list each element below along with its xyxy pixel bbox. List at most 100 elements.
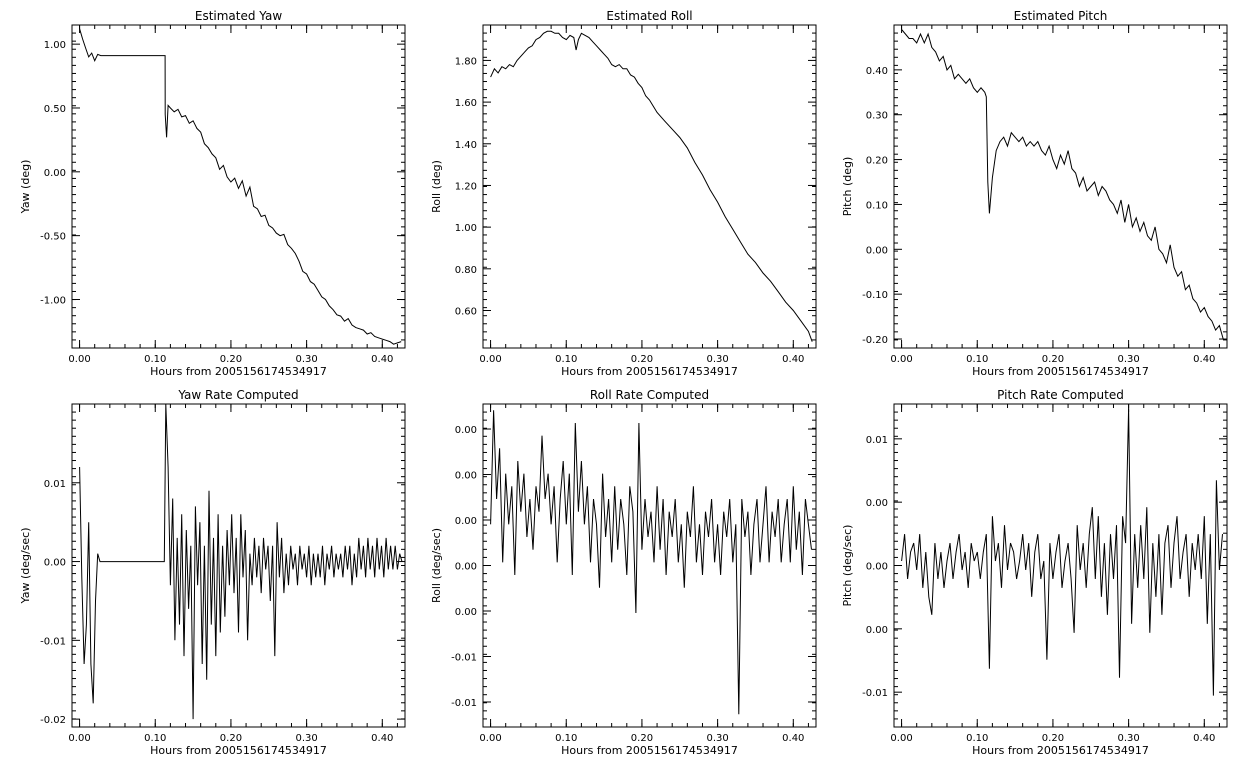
series-line bbox=[79, 28, 402, 345]
x-tick-label: 0.20 bbox=[1042, 733, 1064, 744]
x-tick-label: 0.30 bbox=[1117, 354, 1139, 365]
y-tick-label: 0.00 bbox=[866, 245, 888, 256]
plot-area bbox=[71, 24, 406, 349]
plot-area bbox=[482, 24, 817, 349]
chart-panel: Roll Rate Computed Hours from 20051561745… bbox=[430, 388, 817, 757]
x-tick-label: 0.40 bbox=[371, 354, 393, 365]
x-tick-label: 0.20 bbox=[631, 354, 653, 365]
y-tick-label: 1.60 bbox=[455, 98, 477, 109]
series-line bbox=[490, 410, 812, 715]
chart-title: Roll Rate Computed bbox=[590, 388, 709, 402]
x-tick-label: 0.00 bbox=[68, 354, 90, 365]
x-axis-label: Hours from 2005156174534917 bbox=[972, 365, 1149, 378]
y-tick-label: 0.30 bbox=[866, 111, 888, 122]
plot-area bbox=[893, 24, 1228, 349]
y-tick-label: -0.01 bbox=[451, 652, 477, 663]
y-tick-label: 1.20 bbox=[455, 181, 477, 192]
y-tick-label: 0.00 bbox=[455, 607, 477, 618]
x-tick-label: 0.30 bbox=[1117, 733, 1139, 744]
x-axis-label: Hours from 2005156174534917 bbox=[150, 744, 327, 757]
y-axis-label: Roll (deg) bbox=[430, 160, 443, 213]
y-tick-label: 0.01 bbox=[866, 435, 888, 446]
y-tick-label: 0.00 bbox=[455, 425, 477, 436]
y-tick-label: -0.01 bbox=[40, 636, 66, 647]
x-tick-label: 0.20 bbox=[1042, 354, 1064, 365]
series-line bbox=[901, 408, 1223, 696]
y-tick-label: -0.50 bbox=[40, 232, 66, 243]
x-axis-label: Hours from 2005156174534917 bbox=[561, 365, 738, 378]
x-tick-label: 0.20 bbox=[220, 733, 242, 744]
y-tick-label: 0.01 bbox=[44, 479, 66, 490]
chart-panel: Estimated Yaw Hours from 2005156174534917… bbox=[19, 9, 406, 378]
x-tick-label: 0.40 bbox=[1193, 733, 1215, 744]
series-line bbox=[901, 29, 1224, 340]
y-axis-label: Pitch (deg) bbox=[841, 157, 854, 217]
x-tick-label: 0.00 bbox=[890, 733, 912, 744]
chart-title: Estimated Roll bbox=[606, 9, 692, 23]
x-tick-label: 0.30 bbox=[706, 354, 728, 365]
y-tick-label: 0.00 bbox=[44, 558, 66, 569]
x-tick-label: 0.10 bbox=[555, 733, 577, 744]
x-tick-label: 0.10 bbox=[966, 354, 988, 365]
x-tick-label: 0.10 bbox=[966, 733, 988, 744]
chart-panel: Estimated Roll Hours from 200515617453491… bbox=[430, 9, 817, 378]
y-tick-label: 0.00 bbox=[455, 562, 477, 573]
y-tick-label: 1.40 bbox=[455, 140, 477, 151]
series-line bbox=[79, 403, 403, 720]
x-tick-label: 0.30 bbox=[295, 733, 317, 744]
x-tick-label: 0.00 bbox=[68, 733, 90, 744]
x-tick-label: 0.00 bbox=[890, 354, 912, 365]
y-tick-label: -0.10 bbox=[862, 290, 888, 301]
plot-area bbox=[482, 403, 817, 728]
y-tick-label: 0.60 bbox=[455, 306, 477, 317]
x-tick-label: 0.10 bbox=[144, 354, 166, 365]
x-tick-label: 0.00 bbox=[479, 354, 501, 365]
series-line bbox=[490, 30, 813, 342]
x-tick-label: 0.30 bbox=[706, 733, 728, 744]
chart-title: Estimated Pitch bbox=[1014, 9, 1108, 23]
y-tick-label: -0.20 bbox=[862, 335, 888, 346]
x-tick-label: 0.00 bbox=[479, 733, 501, 744]
y-tick-label: 1.80 bbox=[455, 56, 477, 67]
x-axis-label: Hours from 2005156174534917 bbox=[150, 365, 327, 378]
x-tick-label: 0.10 bbox=[144, 733, 166, 744]
x-axis-label: Hours from 2005156174534917 bbox=[561, 744, 738, 757]
x-tick-label: 0.40 bbox=[1193, 354, 1215, 365]
x-tick-label: 0.10 bbox=[555, 354, 577, 365]
y-tick-label: 0.20 bbox=[866, 156, 888, 167]
y-tick-label: -0.02 bbox=[40, 715, 66, 726]
x-tick-label: 0.30 bbox=[295, 354, 317, 365]
y-tick-label: 0.00 bbox=[866, 498, 888, 509]
y-tick-label: 0.00 bbox=[44, 168, 66, 179]
y-tick-label: 0.00 bbox=[455, 516, 477, 527]
chart-panel: Yaw Rate Computed Hours from 200515617453… bbox=[19, 388, 406, 757]
y-axis-label: Yaw (deg) bbox=[19, 160, 32, 215]
y-tick-label: 0.00 bbox=[455, 471, 477, 482]
x-tick-label: 0.40 bbox=[371, 733, 393, 744]
x-tick-label: 0.40 bbox=[782, 733, 804, 744]
x-tick-label: 0.20 bbox=[220, 354, 242, 365]
y-tick-label: -0.01 bbox=[862, 688, 888, 699]
x-axis-label: Hours from 2005156174534917 bbox=[972, 744, 1149, 757]
y-tick-label: 1.00 bbox=[44, 40, 66, 51]
chart-panel: Estimated Pitch Hours from 20051561745349… bbox=[841, 9, 1228, 378]
chart-title: Yaw Rate Computed bbox=[177, 388, 298, 402]
y-tick-label: 0.50 bbox=[44, 104, 66, 115]
x-tick-label: 0.40 bbox=[782, 354, 804, 365]
y-axis-label: Yaw (deg/sec) bbox=[19, 527, 32, 604]
chart-title: Pitch Rate Computed bbox=[997, 388, 1124, 402]
y-tick-label: 0.00 bbox=[866, 625, 888, 636]
chart-title: Estimated Yaw bbox=[195, 9, 282, 23]
y-axis-label: Pitch (deg/sec) bbox=[841, 525, 854, 607]
y-tick-label: 1.00 bbox=[455, 223, 477, 234]
y-tick-label: -1.00 bbox=[40, 295, 66, 306]
chart-panel: Pitch Rate Computed Hours from 2005156174… bbox=[841, 388, 1228, 757]
y-tick-label: -0.01 bbox=[451, 698, 477, 709]
y-tick-label: 0.80 bbox=[455, 265, 477, 276]
x-tick-label: 0.20 bbox=[631, 733, 653, 744]
y-tick-label: 0.10 bbox=[866, 200, 888, 211]
y-axis-label: Roll (deg/sec) bbox=[430, 528, 443, 603]
y-tick-label: 0.40 bbox=[866, 66, 888, 77]
y-tick-label: 0.00 bbox=[866, 562, 888, 573]
